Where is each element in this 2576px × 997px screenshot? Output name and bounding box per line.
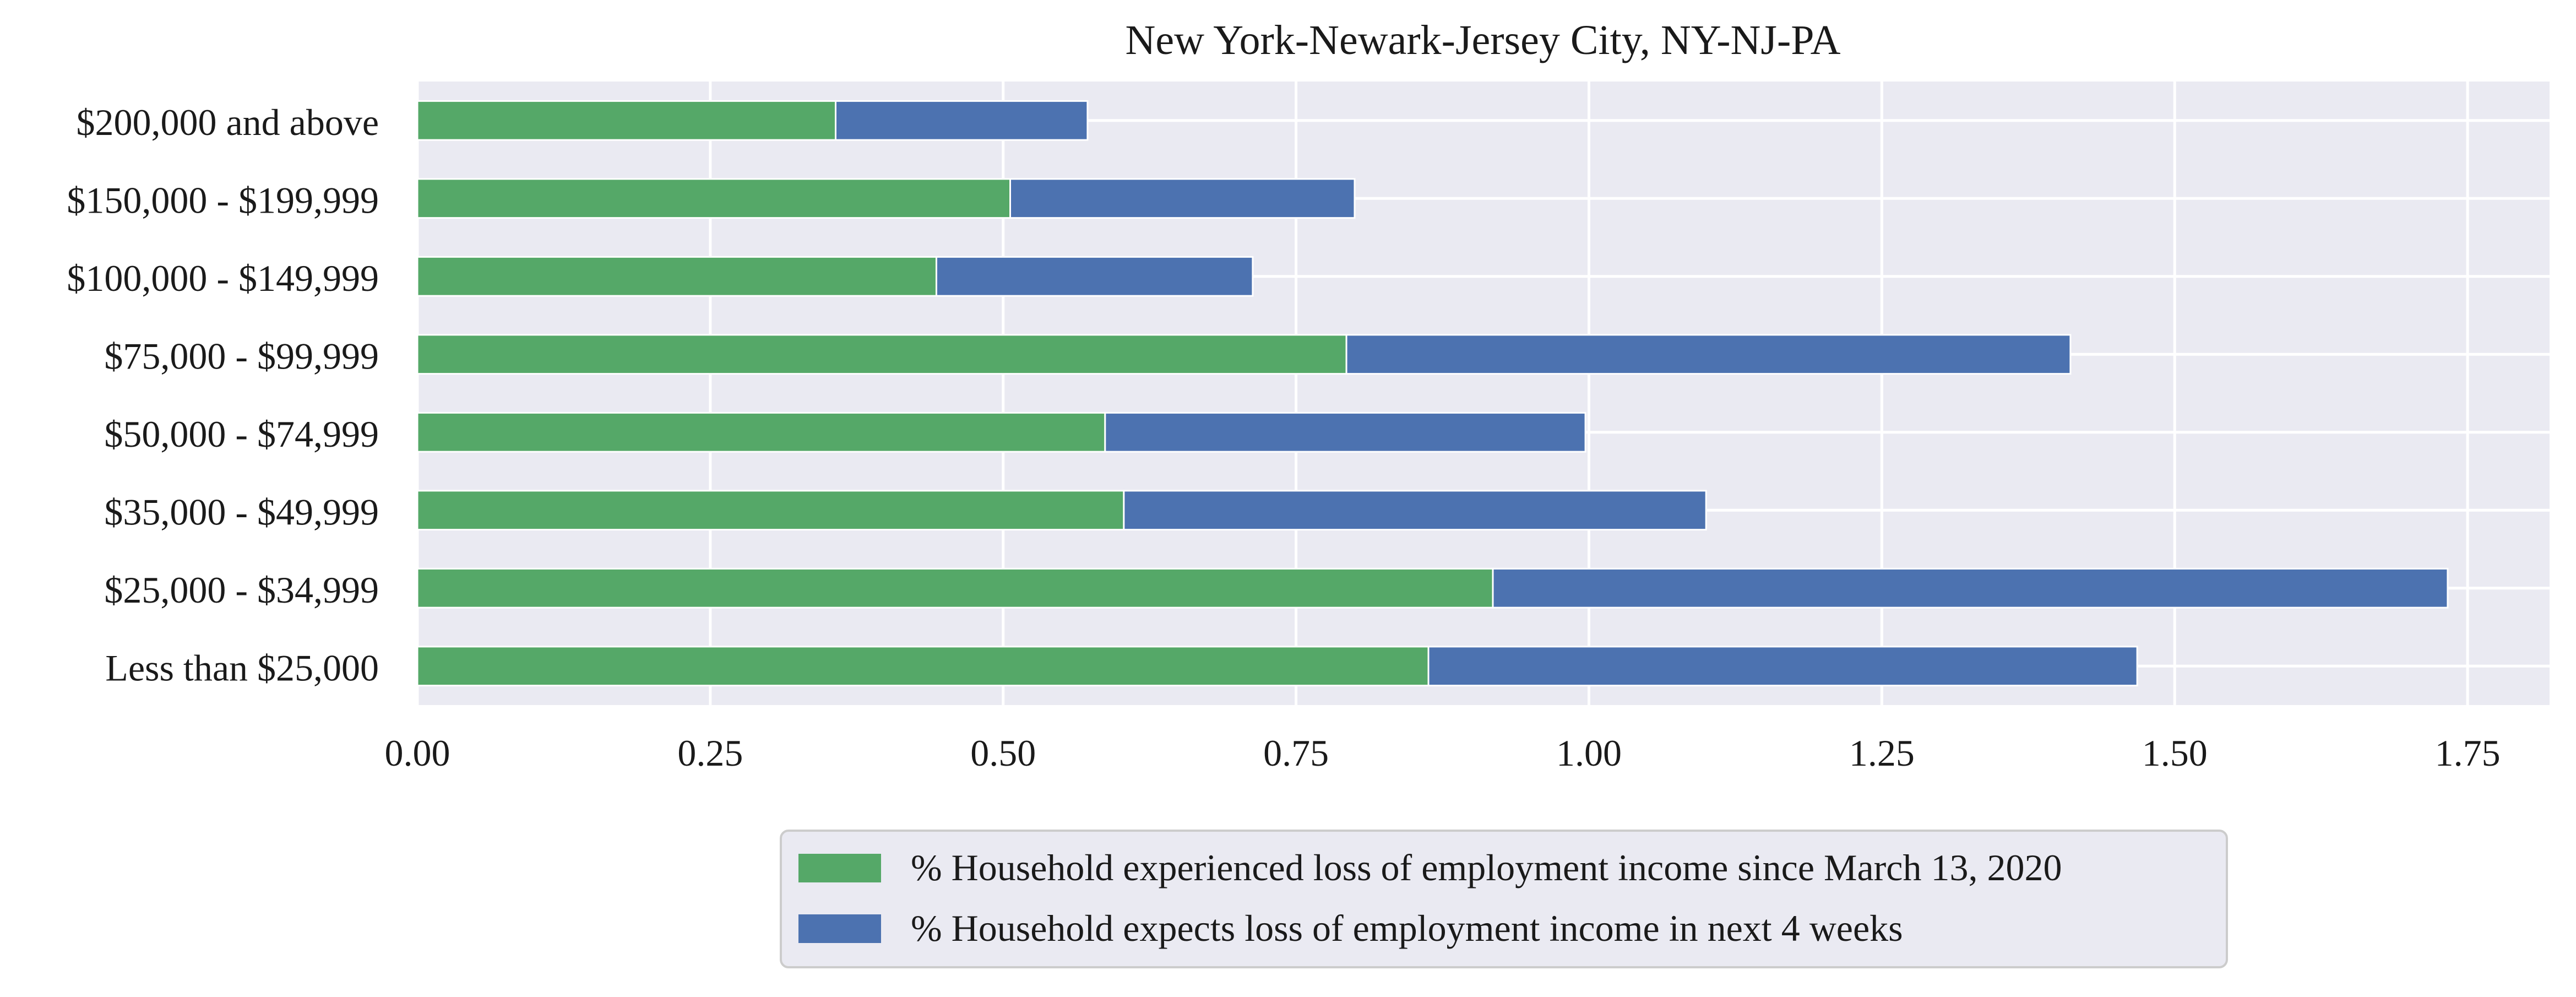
chart-title: New York-Newark-Jersey City, NY-NJ-PA	[1126, 17, 1841, 63]
bar-segment-series-1	[416, 567, 1494, 609]
y-tick-label: $25,000 - $34,999	[104, 569, 379, 611]
x-tick-label: 0.00	[385, 732, 450, 774]
bar-segment-series-1	[416, 411, 1106, 453]
y-tick-label: $50,000 - $74,999	[104, 413, 379, 455]
y-tick-label: $75,000 - $99,999	[104, 335, 379, 377]
x-tick-label: 0.75	[1263, 732, 1329, 774]
legend-label: % Household expects loss of employment i…	[911, 907, 1903, 949]
bar-segment-series-2	[935, 256, 1254, 297]
bar-segment-series-2	[835, 100, 1089, 141]
y-tick-label: $150,000 - $199,999	[67, 179, 379, 221]
x-tick-label: 1.25	[1849, 732, 1915, 774]
legend-box	[780, 830, 2228, 968]
legend-label: % Household experienced loss of employme…	[911, 847, 2062, 888]
bar-segment-series-2	[1345, 334, 2072, 375]
x-tick-label: 0.25	[677, 732, 743, 774]
x-tick-label: 1.50	[2142, 732, 2208, 774]
legend: % Household experienced loss of employme…	[780, 830, 2228, 968]
bar-segment-series-1	[416, 178, 1012, 219]
x-tick-label: 0.50	[970, 732, 1036, 774]
bar-segment-series-2	[1104, 411, 1586, 453]
bar-segment-series-1	[416, 100, 837, 141]
legend-swatch	[798, 914, 881, 943]
bar-segment-series-2	[1492, 567, 2449, 609]
plot-background	[417, 82, 2550, 705]
bar-segment-series-1	[416, 490, 1125, 531]
bar-segment-series-1	[416, 256, 937, 297]
y-tick-label: $35,000 - $49,999	[104, 491, 379, 533]
y-tick-label: Less than $25,000	[105, 647, 379, 689]
x-tick-label: 1.75	[2435, 732, 2501, 774]
y-tick-label: $100,000 - $149,999	[67, 257, 379, 299]
x-tick-label: 1.00	[1556, 732, 1622, 774]
y-tick-label: $200,000 and above	[76, 101, 379, 143]
legend-swatch	[798, 854, 881, 882]
bar-segment-series-2	[1427, 646, 2138, 687]
plot-area: $200,000 and above $150,000 - $199,999 $10…	[67, 82, 2550, 774]
bar-segment-series-2	[1123, 490, 1707, 531]
bar-segment-series-1	[416, 646, 1430, 687]
bar-segment-series-1	[416, 334, 1347, 375]
bar-segment-series-2	[1009, 178, 1356, 219]
